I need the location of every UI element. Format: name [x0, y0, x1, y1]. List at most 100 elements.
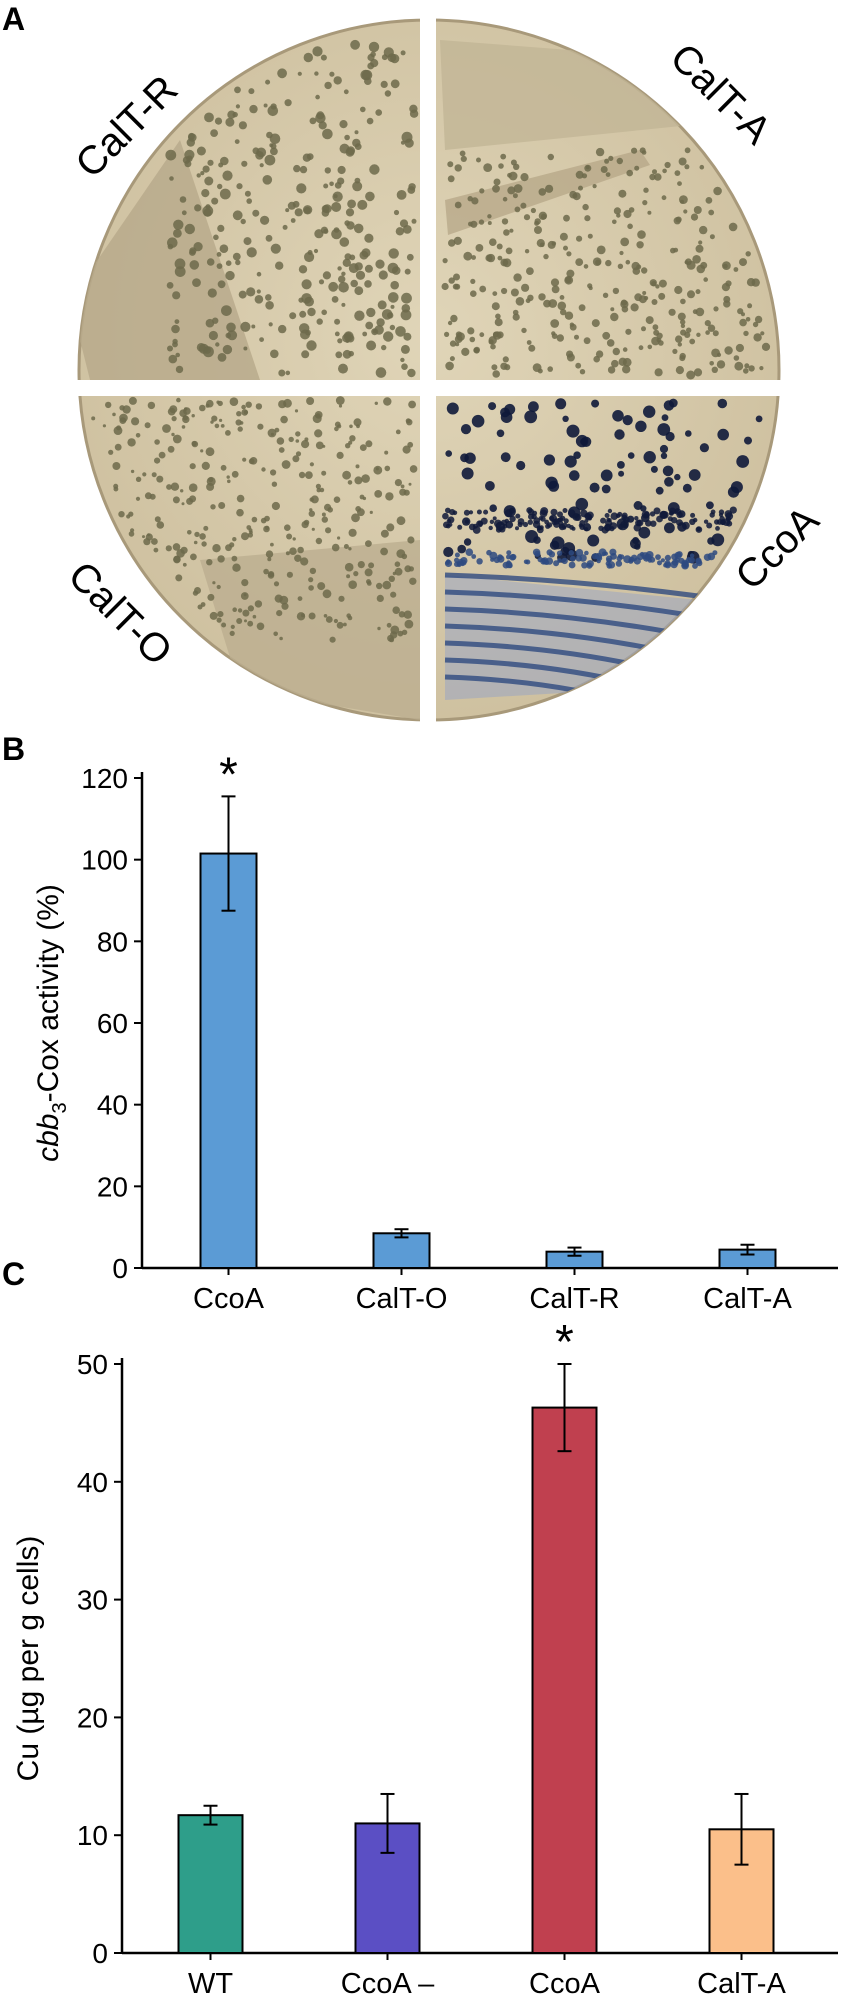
- colony: [366, 307, 376, 318]
- colony: [316, 111, 325, 120]
- colony: [468, 221, 473, 227]
- colony: [467, 327, 475, 335]
- colony: [526, 267, 534, 275]
- colony: [536, 525, 542, 531]
- colony: [196, 343, 206, 352]
- colony: [520, 173, 529, 182]
- colony: [353, 571, 359, 577]
- colony: [709, 512, 715, 518]
- colony: [211, 197, 219, 205]
- colony: [606, 339, 615, 347]
- colony: [275, 261, 284, 270]
- colony: [657, 560, 662, 566]
- colony: [225, 117, 235, 127]
- colony: [659, 511, 668, 519]
- colony: [205, 204, 211, 210]
- colony: [203, 208, 212, 217]
- colony: [411, 218, 417, 224]
- colony: [335, 396, 345, 405]
- colony: [337, 338, 343, 344]
- colony: [285, 551, 290, 556]
- colony: [254, 295, 264, 304]
- colony: [369, 510, 373, 514]
- colony: [263, 568, 269, 575]
- colony: [560, 515, 566, 521]
- colony: [242, 457, 247, 462]
- colony: [575, 170, 584, 179]
- colony: [649, 279, 657, 287]
- colony: [307, 307, 316, 317]
- colony: [446, 402, 459, 415]
- colony: [580, 438, 588, 446]
- colony: [349, 254, 356, 261]
- colony: [305, 471, 313, 479]
- colony: [282, 224, 288, 230]
- colony: [557, 511, 563, 518]
- colony: [555, 398, 567, 410]
- colony: [210, 504, 216, 510]
- colony: [222, 344, 233, 355]
- colony: [361, 474, 370, 483]
- colony: [579, 369, 586, 375]
- colony: [357, 561, 365, 569]
- colony: [329, 636, 336, 643]
- colony: [492, 370, 501, 378]
- colony: [620, 299, 628, 306]
- colony: [717, 428, 729, 441]
- colony: [457, 544, 467, 554]
- colony: [664, 554, 672, 562]
- y-tick-label: 30: [77, 1585, 108, 1616]
- colony: [733, 267, 739, 272]
- colony: [338, 595, 345, 602]
- colony: [668, 308, 676, 316]
- colony: [189, 495, 197, 503]
- colony: [674, 285, 683, 295]
- colony: [309, 462, 314, 467]
- colony: [211, 415, 218, 422]
- colony: [407, 368, 416, 378]
- colony: [456, 562, 462, 568]
- error-bar: [557, 1363, 572, 1453]
- colony: [408, 566, 414, 572]
- colony: [395, 227, 405, 236]
- colony: [180, 546, 188, 554]
- colony: [468, 510, 474, 515]
- colony: [172, 341, 178, 348]
- colony: [343, 89, 349, 95]
- colony: [334, 421, 341, 428]
- colony: [301, 521, 309, 529]
- colony: [550, 508, 558, 516]
- colony: [390, 280, 400, 290]
- colony: [627, 452, 635, 459]
- colony: [202, 165, 210, 173]
- agar-plate: [70, 10, 790, 730]
- colony: [657, 423, 671, 436]
- colony: [119, 413, 128, 423]
- colony: [717, 398, 728, 409]
- colony: [605, 561, 611, 566]
- colony: [392, 606, 401, 614]
- colony: [181, 210, 187, 216]
- colony: [584, 215, 591, 222]
- colony: [626, 169, 633, 177]
- colony: [236, 508, 244, 517]
- colony: [647, 344, 653, 350]
- error-bar: [203, 1804, 218, 1826]
- panel-a: A CalT-R CalT-A CalT-O CcoA: [2, 1, 828, 730]
- colony: [394, 567, 403, 576]
- colony: [174, 319, 180, 324]
- colony: [192, 590, 199, 596]
- colony: [611, 359, 619, 368]
- colony: [403, 610, 412, 619]
- colony: [188, 483, 198, 493]
- colony: [218, 502, 226, 509]
- colony: [394, 479, 402, 487]
- colony: [342, 470, 351, 480]
- colony: [322, 204, 332, 214]
- colony: [362, 496, 367, 501]
- colony: [566, 251, 572, 257]
- colony: [281, 602, 289, 610]
- colony: [500, 452, 511, 463]
- colony: [212, 544, 221, 553]
- colony: [135, 496, 141, 501]
